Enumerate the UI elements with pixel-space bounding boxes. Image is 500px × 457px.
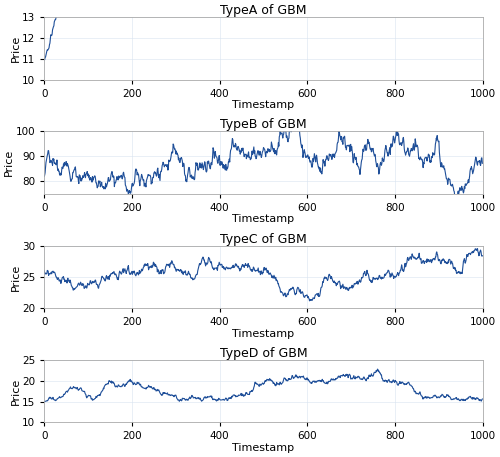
Y-axis label: Price: Price [4, 149, 14, 176]
Title: TypeB of GBM: TypeB of GBM [220, 118, 307, 132]
Y-axis label: Price: Price [10, 377, 20, 405]
X-axis label: Timestamp: Timestamp [232, 329, 294, 339]
Y-axis label: Price: Price [10, 35, 20, 62]
Y-axis label: Price: Price [10, 263, 20, 291]
Title: TypeC of GBM: TypeC of GBM [220, 233, 307, 246]
Title: TypeA of GBM: TypeA of GBM [220, 4, 306, 17]
X-axis label: Timestamp: Timestamp [232, 100, 294, 110]
X-axis label: Timestamp: Timestamp [232, 443, 294, 453]
X-axis label: Timestamp: Timestamp [232, 214, 294, 224]
Title: TypeD of GBM: TypeD of GBM [220, 347, 308, 360]
